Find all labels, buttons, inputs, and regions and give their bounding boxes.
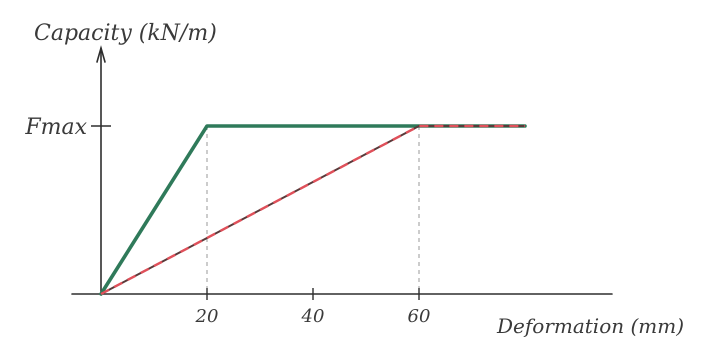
series-1-base — [100, 125, 525, 295]
x-tick-label-40: 40 — [301, 306, 325, 327]
series-1-line — [100, 124, 525, 296]
y-tick-label-fmax: Fmax — [24, 115, 87, 140]
series — [99, 124, 527, 296]
ticks: 20 40 60 Fmax — [24, 115, 430, 327]
x-axis-label: Deformation (mm) — [496, 314, 684, 338]
axes — [71, 45, 613, 295]
y-axis-label: Capacity (kN/m) — [34, 21, 217, 46]
guide-lines — [206, 126, 420, 294]
series-0-line — [99, 124, 527, 296]
y-axis-arrow — [96, 45, 106, 63]
x-tick-label-60: 60 — [408, 306, 431, 327]
x-tick-label-20: 20 — [195, 306, 219, 327]
